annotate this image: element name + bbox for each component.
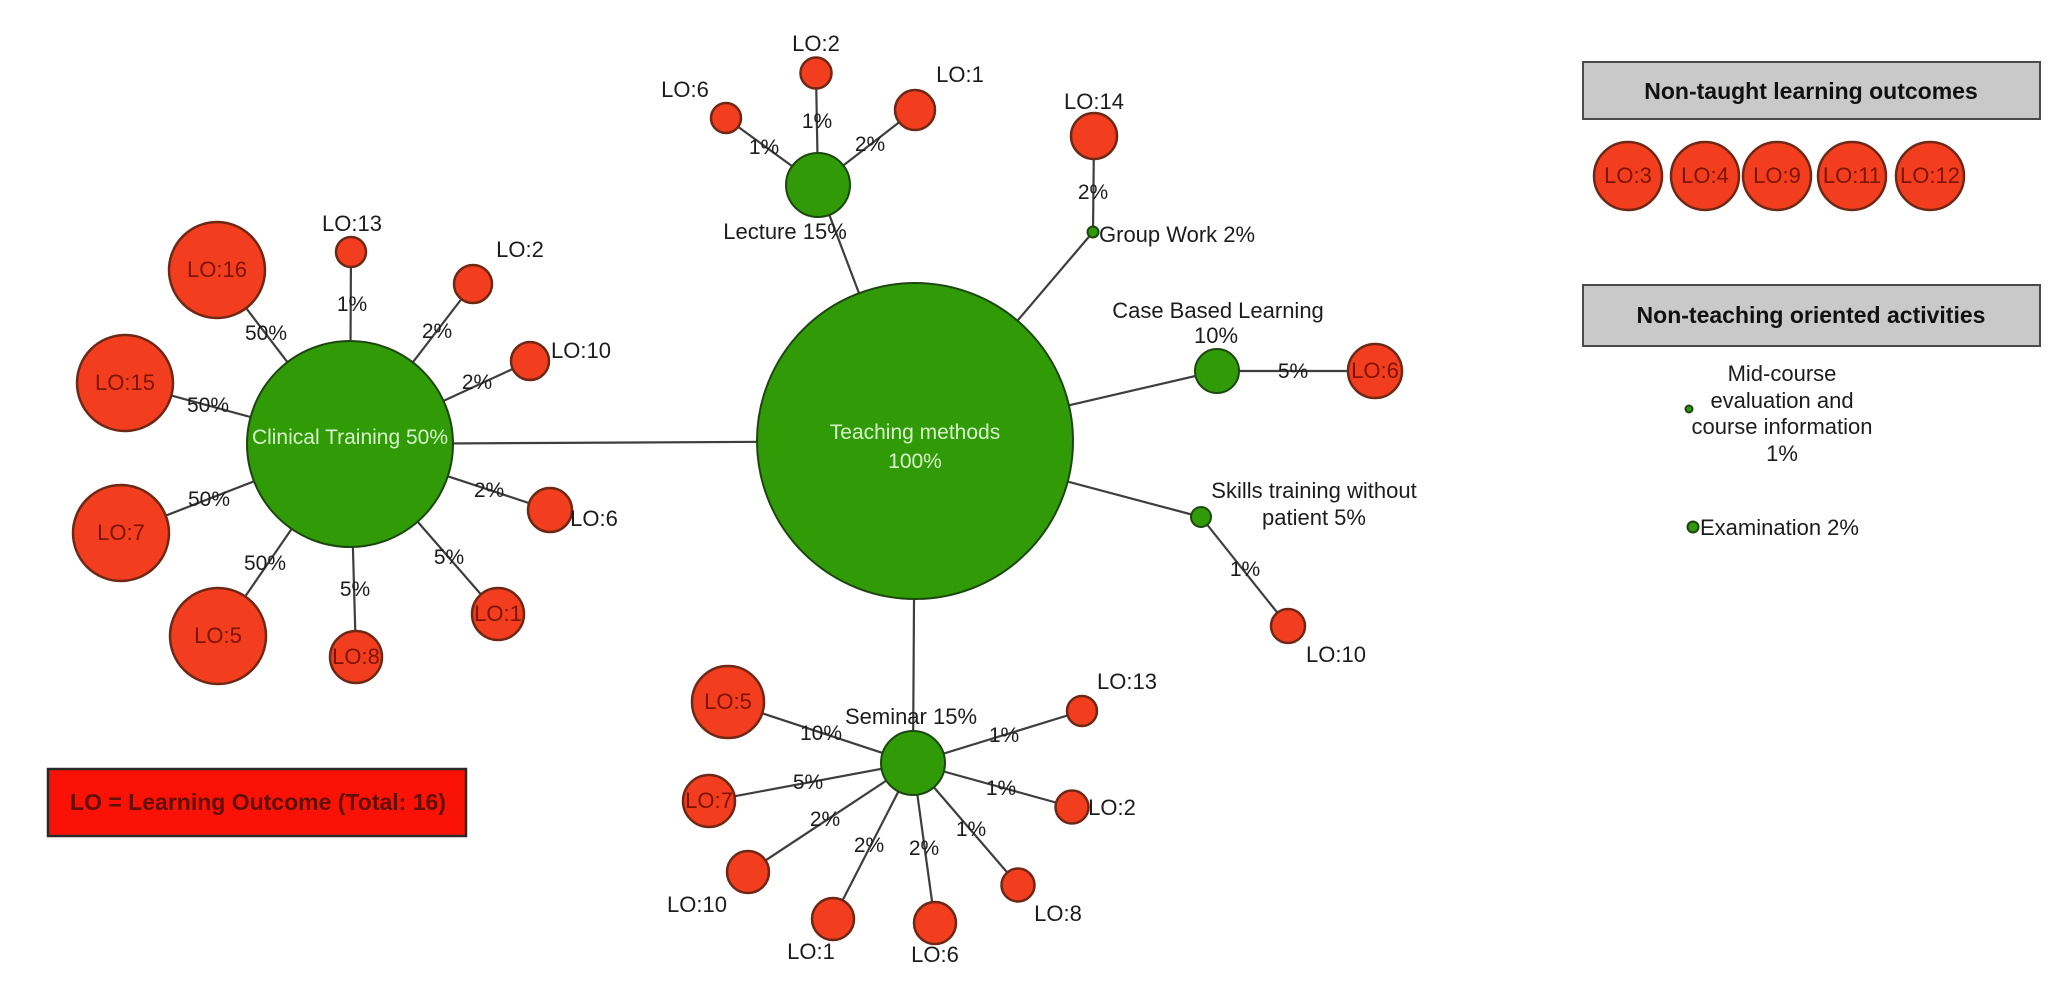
svg-text:10%: 10% <box>1194 323 1238 348</box>
svg-text:5%: 5% <box>793 771 823 794</box>
svg-text:LO:5: LO:5 <box>194 623 242 648</box>
svg-text:LO:2: LO:2 <box>496 237 544 262</box>
svg-text:LO:10: LO:10 <box>1306 642 1366 667</box>
svg-text:1%: 1% <box>986 777 1016 800</box>
svg-text:LO:7: LO:7 <box>97 520 145 545</box>
svg-text:5%: 5% <box>1278 360 1308 383</box>
svg-text:2%: 2% <box>854 834 884 857</box>
svg-text:LO:10: LO:10 <box>551 338 611 363</box>
svg-text:Lecture 15%: Lecture 15% <box>723 219 847 244</box>
svg-text:LO:6: LO:6 <box>1351 358 1399 383</box>
svg-text:LO:2: LO:2 <box>792 31 840 56</box>
svg-text:1%: 1% <box>1766 441 1798 466</box>
svg-text:LO:5: LO:5 <box>704 689 752 714</box>
svg-text:LO:12: LO:12 <box>1900 163 1960 188</box>
svg-text:1%: 1% <box>989 724 1019 747</box>
svg-text:Mid-course: Mid-course <box>1728 361 1837 386</box>
svg-text:Clinical Training 50%: Clinical Training 50% <box>252 426 448 449</box>
svg-text:2%: 2% <box>810 808 840 831</box>
svg-text:5%: 5% <box>340 578 370 601</box>
svg-text:Case Based Learning: Case Based Learning <box>1112 298 1324 323</box>
svg-text:1%: 1% <box>1230 558 1260 581</box>
svg-text:LO:14: LO:14 <box>1064 89 1124 114</box>
svg-text:LO:1: LO:1 <box>936 62 984 87</box>
svg-text:50%: 50% <box>188 488 230 511</box>
svg-text:LO:6: LO:6 <box>661 77 709 102</box>
svg-text:LO:7: LO:7 <box>685 788 733 813</box>
svg-text:LO:9: LO:9 <box>1753 163 1801 188</box>
svg-text:LO:11: LO:11 <box>1823 163 1881 188</box>
svg-text:LO:10: LO:10 <box>667 892 727 917</box>
svg-text:Non-taught learning outcomes: Non-taught learning outcomes <box>1644 78 1978 104</box>
svg-text:LO:8: LO:8 <box>1034 901 1082 926</box>
svg-text:Seminar 15%: Seminar 15% <box>845 704 977 729</box>
svg-text:LO:15: LO:15 <box>95 370 155 395</box>
svg-text:2%: 2% <box>909 837 939 860</box>
svg-text:1%: 1% <box>802 110 832 133</box>
svg-text:LO:6: LO:6 <box>911 942 959 967</box>
svg-text:Group Work 2%: Group Work 2% <box>1099 222 1255 247</box>
svg-text:LO:13: LO:13 <box>322 211 382 236</box>
svg-text:course information: course information <box>1692 414 1873 439</box>
svg-text:LO:2: LO:2 <box>1088 795 1136 820</box>
svg-text:LO:1: LO:1 <box>474 601 522 626</box>
svg-text:10%: 10% <box>800 722 842 745</box>
svg-text:LO:13: LO:13 <box>1097 669 1157 694</box>
svg-text:Examination 2%: Examination 2% <box>1700 515 1859 540</box>
svg-text:Teaching methods: Teaching methods <box>830 421 1000 444</box>
svg-text:50%: 50% <box>244 552 286 575</box>
svg-text:50%: 50% <box>245 322 287 345</box>
svg-text:2%: 2% <box>474 479 504 502</box>
svg-text:LO:4: LO:4 <box>1681 163 1729 188</box>
svg-text:LO = Learning Outcome (Total:: LO = Learning Outcome (Total: 16) <box>70 789 446 815</box>
svg-text:1%: 1% <box>749 136 779 159</box>
svg-text:LO:3: LO:3 <box>1604 163 1652 188</box>
svg-text:2%: 2% <box>855 133 885 156</box>
svg-text:Non-teaching oriented activiti: Non-teaching oriented activities <box>1637 302 1986 328</box>
svg-text:patient 5%: patient 5% <box>1262 505 1366 530</box>
svg-text:LO:8: LO:8 <box>332 644 380 669</box>
svg-text:2%: 2% <box>1078 181 1108 204</box>
svg-text:Skills training without: Skills training without <box>1211 478 1416 503</box>
svg-text:50%: 50% <box>187 394 229 417</box>
svg-text:1%: 1% <box>337 293 367 316</box>
svg-text:2%: 2% <box>462 371 492 394</box>
svg-text:LO:6: LO:6 <box>570 506 618 531</box>
svg-text:2%: 2% <box>422 320 452 343</box>
svg-text:LO:16: LO:16 <box>187 257 247 282</box>
svg-text:100%: 100% <box>888 450 942 473</box>
svg-text:evaluation and: evaluation and <box>1710 388 1853 413</box>
svg-text:LO:1: LO:1 <box>787 939 835 964</box>
svg-text:5%: 5% <box>434 546 464 569</box>
svg-text:1%: 1% <box>956 818 986 841</box>
